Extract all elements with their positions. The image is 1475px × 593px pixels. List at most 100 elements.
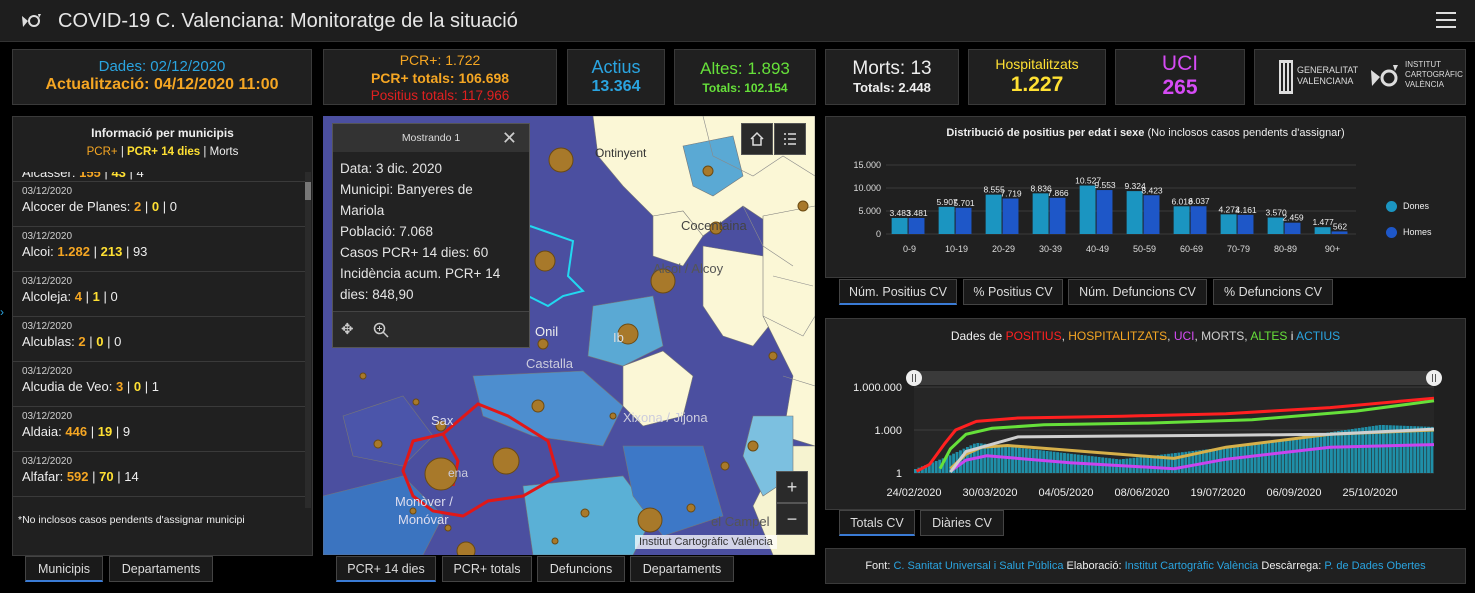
list-item[interactable]: 03/12/2020 Alfafar: 592 | 70 | 14: [12, 452, 307, 497]
tab-defuncions[interactable]: Defuncions: [537, 556, 625, 582]
range-slider-end-handle[interactable]: [1426, 370, 1442, 386]
actius-bar: [1018, 447, 1021, 473]
actius-bar: [1160, 454, 1163, 473]
list-scrollbar-thumb[interactable]: [305, 182, 311, 200]
tab-municipis[interactable]: Municipis: [25, 556, 103, 582]
descarrega-link[interactable]: P. de Dades Obertes: [1324, 560, 1426, 572]
zoom-out-button[interactable]: −: [776, 503, 808, 535]
actius-bar: [1406, 425, 1410, 473]
actius-bar: [1409, 426, 1413, 473]
pcr14-value: 0: [96, 334, 104, 349]
list-item[interactable]: Alcàsser: 155 | 43 | 4: [12, 172, 307, 182]
actius-bar: [1402, 425, 1406, 473]
list-item[interactable]: 03/12/2020 Alcoleja: 4 | 1 | 0: [12, 272, 307, 317]
timeline-chart-svg[interactable]: 1.000.000 1.000 1 24/02/2020 30/03/2020 04/05…: [826, 349, 1466, 509]
tab-departaments-map[interactable]: Departaments: [630, 556, 734, 582]
uci-line: [949, 443, 1435, 473]
timeline-title-series: UCI: [1173, 329, 1195, 343]
bar-dones: [1267, 217, 1284, 234]
list-item[interactable]: 03/12/2020 Alcublas: 2 | 0 | 0: [12, 317, 307, 362]
actius-bar: [1388, 425, 1392, 473]
tab-diaries-cv[interactable]: Diàries CV: [920, 510, 1004, 536]
actius-bar: [1024, 448, 1028, 473]
actius-bar: [1312, 434, 1316, 473]
map-label-sax: Sax: [431, 413, 454, 428]
morts-value: Morts: 13: [852, 58, 932, 79]
hamburger-menu-icon[interactable]: [1436, 12, 1456, 30]
actius-bar: [1021, 448, 1025, 473]
actius-bar: [1326, 432, 1330, 473]
popup-footer: ✥: [333, 311, 529, 347]
pcr-totals: PCR+ totals: 106.698: [370, 70, 510, 86]
font-label: Font:: [865, 560, 891, 572]
bar-dones: [1126, 191, 1143, 234]
elaboracio-link[interactable]: Institut Cartogràfic València: [1124, 560, 1259, 572]
pcr14-value: 19: [97, 424, 113, 439]
municipis-legend: PCR+ | PCR+ 14 dies | Morts: [86, 146, 239, 158]
font-link[interactable]: C. Sanitat Universal i Salut Pública: [893, 560, 1064, 572]
actius-bar: [1239, 445, 1243, 473]
bar-data-label: 8.836: [1030, 183, 1052, 193]
bar-data-label: 7.719: [1000, 188, 1022, 198]
tab-num-defuncions[interactable]: Núm. Defuncions CV: [1068, 279, 1207, 305]
bar-homes: [1284, 222, 1301, 234]
list-item[interactable]: 03/12/2020 Aldaia: 446 | 19 | 9: [12, 407, 307, 452]
actius-bar: [1274, 440, 1278, 473]
actius-bar: [1243, 444, 1247, 473]
tab-totals-cv[interactable]: Totals CV: [839, 510, 915, 536]
pcr-value: 2: [78, 334, 86, 349]
row-date: 03/12/2020: [22, 411, 73, 422]
y-tick-label: 15.000: [853, 160, 881, 170]
legend-list-button[interactable]: [774, 123, 806, 155]
bar-data-label: 9.553: [1094, 180, 1116, 190]
actius-bar: [1295, 437, 1299, 473]
bar-homes: [1237, 214, 1254, 234]
close-icon[interactable]: ✕: [501, 128, 517, 148]
municipis-list[interactable]: Alcàsser: 155 | 43 | 4 03/12/2020 Alcocer…: [12, 172, 307, 508]
actius-bar: [1305, 435, 1309, 473]
map-label-monover: Monòver /: [395, 494, 453, 509]
actius-bar: [1201, 449, 1205, 473]
actius-bar: [914, 469, 917, 473]
actius-bar: [1364, 427, 1368, 473]
tab-num-positius[interactable]: Núm. Positius CV: [839, 279, 957, 305]
tab-pcr-totals[interactable]: PCR+ totals: [442, 556, 532, 582]
actualitzacio-date: Actualització: 04/12/2020 11:00: [45, 76, 279, 93]
home-button[interactable]: [741, 123, 773, 155]
zoom-in-button[interactable]: +: [776, 471, 808, 503]
bar-dones: [985, 194, 1002, 234]
actius-bar: [1354, 428, 1358, 473]
municipi-name: Alcàsser:: [22, 172, 76, 180]
list-item[interactable]: 03/12/2020 Alcoi: 1.282 | 213 | 93: [12, 227, 307, 272]
y-tick-label: 1.000.000: [853, 382, 902, 394]
pcr14-value: 70: [99, 469, 114, 484]
zoom-to-icon[interactable]: [373, 322, 389, 338]
y-tick-label: 10.000: [853, 183, 881, 193]
tab-departaments-list[interactable]: Departaments: [109, 556, 213, 582]
timeline-title-series: POSITIUS: [1005, 329, 1062, 343]
timeline-title-series: MORTS: [1201, 329, 1245, 343]
list-scrollbar[interactable]: [305, 172, 311, 508]
pcr-value: 155: [79, 172, 101, 180]
list-item[interactable]: 03/12/2020 Alcudia de Veo: 3 | 0 | 1: [12, 362, 307, 407]
pan-icon[interactable]: ✥: [341, 321, 354, 338]
range-slider-track[interactable]: [914, 371, 1434, 385]
pcr14-value: 0: [151, 199, 160, 214]
x-tick-label: 0-9: [903, 244, 916, 254]
actius-bar: [1316, 434, 1319, 473]
tab-pcr14[interactable]: PCR+ 14 dies: [336, 556, 436, 582]
actius-bar: [1413, 426, 1417, 473]
municipi-name: Alfafar:: [22, 469, 64, 484]
actius-bar: [1028, 449, 1032, 473]
actius-bar: [1156, 455, 1160, 473]
range-slider-start-handle[interactable]: [906, 370, 922, 386]
municipis-rows: 03/12/2020 Alcocer de Planes: 2 | 0 | 0 03…: [12, 182, 307, 497]
left-expand-handle[interactable]: ›: [0, 305, 4, 319]
x-tick-label: 20-29: [992, 244, 1015, 254]
popup-line: Incidència acum. PCR+ 14: [340, 266, 501, 281]
tab-pct-defuncions[interactable]: % Defuncions CV: [1213, 279, 1333, 305]
y-tick-label: 5.000: [858, 206, 881, 216]
list-item[interactable]: 03/12/2020 Alcocer de Planes: 2 | 0 | 0: [12, 182, 307, 227]
tab-pct-positius[interactable]: % Positius CV: [963, 279, 1063, 305]
